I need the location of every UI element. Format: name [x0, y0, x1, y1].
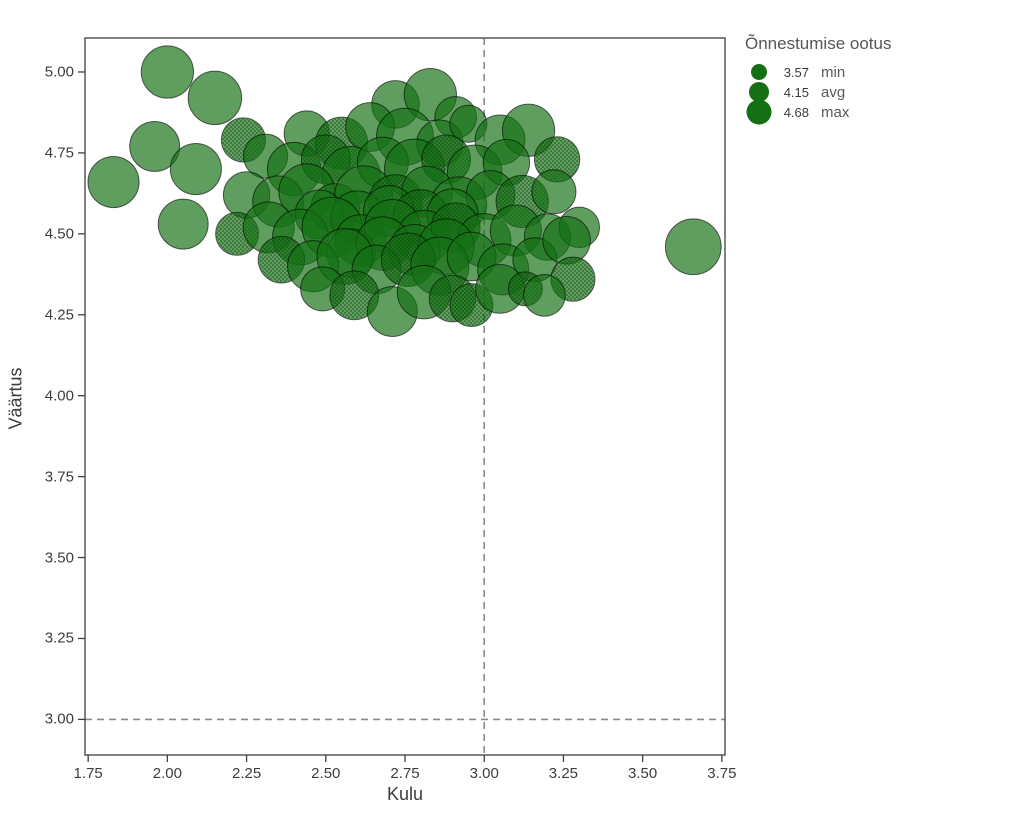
tick-marks [78, 71, 723, 762]
y-tick-label: 3.00 [44, 710, 74, 728]
bubble-hatch [330, 271, 378, 319]
bubble [129, 120, 181, 172]
x-tick-label: 2.50 [311, 765, 341, 782]
legend-label-max: max [821, 103, 850, 121]
x-tick-label: 2.25 [231, 765, 262, 782]
legend-title: Õnnestumise ootus [745, 34, 892, 53]
y-tick-label: 4.75 [44, 144, 74, 162]
legend-row-min: 3.57 min [745, 62, 891, 82]
bubble [187, 70, 243, 126]
bubble [169, 143, 222, 196]
size-legend: Õnnestumise ootus 3.57 min 4.15 avg 4.68… [745, 34, 892, 125]
legend-label-min: min [821, 63, 846, 81]
y-tick-label: 5.00 [44, 63, 74, 81]
y-tick-label: 4.50 [44, 225, 74, 243]
bubble-hatch [535, 137, 579, 182]
x-tick-label: 3.50 [628, 765, 658, 782]
bubble [542, 216, 591, 265]
y-tick-label: 3.25 [44, 629, 74, 647]
y-tick-label: 3.50 [44, 549, 74, 567]
bubble [140, 45, 195, 99]
bubble [664, 218, 722, 276]
y-tick-label: 4.25 [44, 306, 74, 324]
x-axis-title: Kulu [386, 784, 424, 804]
legend-bubble-max-icon [746, 99, 772, 125]
legend-row-avg: 4.15 avg [745, 82, 891, 102]
x-tick-label: 3.25 [548, 765, 579, 782]
legend-value-avg: 4.15 [783, 84, 809, 100]
x-tick-label: 3.00 [469, 765, 499, 782]
x-tick-label: 2.00 [152, 765, 182, 782]
bubble [157, 198, 209, 250]
legend-row-max: 4.68 max [745, 99, 891, 125]
legend-value-min: 3.57 [783, 64, 809, 80]
bubble [531, 169, 577, 215]
legend-label-avg: avg [821, 83, 846, 101]
legend-value-max: 4.68 [783, 104, 809, 120]
bubble [87, 155, 140, 209]
y-tick-label: 4.00 [44, 387, 74, 405]
x-tick-label: 3.75 [707, 765, 737, 782]
reference-lines [85, 38, 725, 755]
x-tick-label: 2.75 [390, 765, 420, 782]
x-tick-label: 1.75 [73, 765, 103, 782]
bubble [523, 273, 566, 317]
legend-bubble-avg-icon [749, 82, 769, 102]
y-axis-title: Väärtus [5, 367, 26, 430]
legend-bubble-min-icon [751, 64, 767, 80]
y-tick-label: 3.75 [44, 468, 74, 486]
bubble-group [87, 45, 722, 337]
